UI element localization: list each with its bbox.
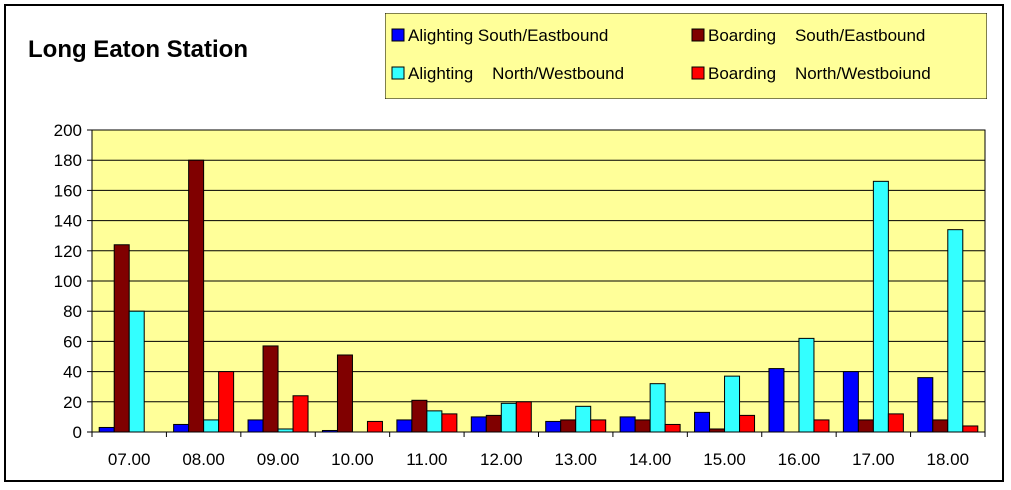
plot-area: 0 20 40 60 80 100 120 140 160 180 200 07.00 08.00 09.… [54,121,986,469]
bar [694,411,711,433]
bar [321,429,338,433]
bar [649,383,666,433]
chart-title: Long Eaton Station [28,36,248,63]
bar [619,416,636,433]
bar [515,401,532,433]
y-tick-label: 200 [54,121,82,140]
y-tick-label: 120 [54,242,82,261]
bar [411,399,428,433]
bar [292,395,309,433]
bar [560,419,577,433]
y-tick-label: 140 [54,212,82,231]
bar [545,420,562,433]
bar [470,416,487,433]
bar [575,405,592,433]
bar [887,413,904,433]
bar [932,419,949,433]
bar [590,419,607,433]
bar [709,428,726,433]
bar [262,345,279,433]
x-tick-label: 14.00 [629,450,672,469]
legend-swatch [691,66,705,80]
bar [768,368,785,433]
x-tick-label: 18.00 [927,450,970,469]
y-tick-label: 0 [73,423,82,442]
y-tick-label: 80 [63,302,82,321]
bar [203,419,220,433]
bar [739,414,756,433]
bar [947,229,964,433]
x-tick-label: 15.00 [703,450,746,469]
legend: Alighting South/Eastbound Boarding South/… [385,13,987,99]
bar [857,419,874,433]
legend-swatch [691,28,705,42]
bar [128,310,145,433]
legend-label: Alighting South/Eastbound [408,26,608,45]
y-tick-label: 40 [63,363,82,382]
x-tick-label: 11.00 [406,450,447,469]
legend-box [385,13,987,99]
bar [98,426,115,433]
bar [336,354,353,433]
x-tick-label: 13.00 [554,450,597,469]
x-tick-label: 08.00 [182,450,225,469]
x-tick-label: 09.00 [257,450,300,469]
bar [724,375,741,433]
bar [917,377,934,433]
legend-swatch [391,28,405,42]
bar [218,371,235,433]
x-tick-label: 17.00 [852,450,895,469]
bar [842,371,859,433]
legend-label: Boarding South/Eastbound [708,26,925,45]
y-tick-label: 180 [54,151,82,170]
bar [366,420,383,433]
bar [962,425,979,433]
y-tick-label: 60 [63,332,82,351]
legend-label: Boarding North/Westboiund [708,64,931,83]
bar [500,402,517,433]
bar [173,423,190,433]
bar [396,419,413,433]
bar [664,423,681,433]
bar [277,428,294,433]
y-tick-label: 100 [54,272,82,291]
x-tick-label: 07.00 [108,450,151,469]
bar [113,244,130,433]
bar [813,419,830,433]
bar [441,413,458,433]
bar [426,410,443,433]
bar [188,159,205,433]
x-tick-label: 12.00 [480,450,523,469]
bar [634,419,651,433]
y-tick-label: 160 [54,181,82,200]
y-tick-label: 20 [63,393,82,412]
legend-swatch [391,66,405,80]
bar [798,337,815,433]
bar [247,419,264,433]
bar [872,180,889,433]
legend-label: Alighting North/Westbound [408,64,624,83]
bar [485,414,502,433]
x-tick-label: 16.00 [778,450,821,469]
x-tick-label: 10.00 [331,450,374,469]
